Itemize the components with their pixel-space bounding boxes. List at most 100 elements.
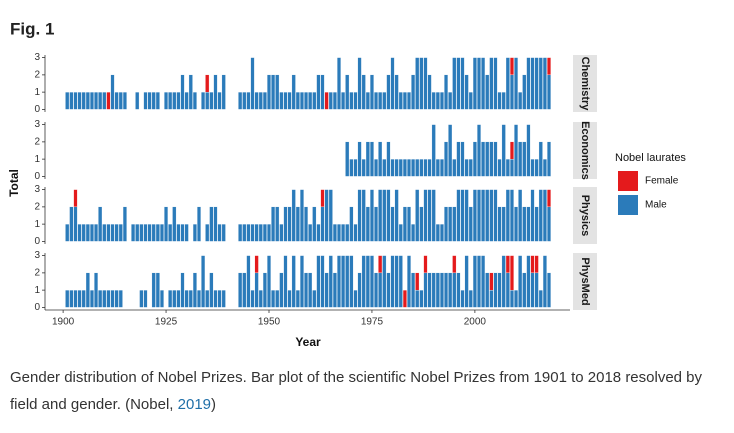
bar xyxy=(386,74,391,110)
bar xyxy=(460,57,465,110)
bar xyxy=(411,272,416,308)
bar xyxy=(81,91,86,110)
bar xyxy=(514,57,519,110)
bar xyxy=(444,141,449,177)
bar xyxy=(472,141,477,177)
bar xyxy=(493,57,498,110)
bar xyxy=(65,223,70,242)
bar xyxy=(530,158,535,177)
bar xyxy=(254,272,259,308)
bar xyxy=(419,206,424,242)
bar xyxy=(172,289,177,308)
bar xyxy=(505,57,510,110)
bar xyxy=(102,223,107,242)
citation-link[interactable]: 2019 xyxy=(177,396,212,413)
bar xyxy=(271,289,276,308)
bar xyxy=(493,189,498,242)
bar xyxy=(267,74,271,110)
bar xyxy=(394,158,399,177)
bar xyxy=(176,289,181,308)
bar xyxy=(415,57,420,110)
bar xyxy=(497,272,502,308)
x-tick-label: 1950 xyxy=(258,317,281,328)
bar xyxy=(69,206,74,242)
bar xyxy=(159,223,164,242)
bar xyxy=(382,255,387,308)
bar xyxy=(337,223,341,242)
bar xyxy=(283,255,288,308)
bar xyxy=(69,289,74,308)
bar xyxy=(324,272,329,308)
bar xyxy=(89,289,94,308)
bar xyxy=(419,289,424,308)
bar xyxy=(547,272,551,308)
bar xyxy=(217,289,222,308)
bar xyxy=(213,206,218,242)
facet-label: PhysMed xyxy=(579,257,591,305)
bar xyxy=(73,189,78,208)
bar xyxy=(271,74,276,110)
bar xyxy=(407,206,411,242)
bar xyxy=(118,223,123,242)
bar xyxy=(509,158,514,177)
bar xyxy=(337,57,341,110)
bar xyxy=(349,206,354,242)
bar xyxy=(468,289,473,308)
bar xyxy=(337,255,341,308)
bar xyxy=(382,158,387,177)
bar xyxy=(353,91,358,110)
bar xyxy=(386,189,391,242)
bar xyxy=(394,74,399,110)
bar xyxy=(485,141,490,177)
bar xyxy=(435,272,440,308)
bar xyxy=(188,289,193,308)
bar xyxy=(85,223,90,242)
bar xyxy=(246,91,251,110)
citation-close: ) xyxy=(211,396,217,413)
y-tick-label: 0 xyxy=(34,104,40,115)
bar xyxy=(472,189,477,242)
bar xyxy=(538,289,543,308)
bar xyxy=(341,223,346,242)
bar xyxy=(205,74,210,93)
bar xyxy=(427,74,432,110)
legend-label: Female xyxy=(645,176,679,187)
bar xyxy=(509,289,514,308)
bar xyxy=(192,223,197,242)
bar xyxy=(118,91,123,110)
bar xyxy=(407,255,411,308)
bar xyxy=(518,91,523,110)
bar xyxy=(250,223,255,242)
bar xyxy=(394,189,399,242)
bar xyxy=(139,289,144,308)
bar xyxy=(481,255,486,308)
bar xyxy=(485,272,490,308)
bar xyxy=(530,189,535,242)
bar xyxy=(386,141,391,177)
bar xyxy=(468,91,473,110)
bar xyxy=(485,189,490,242)
facet-strip xyxy=(573,55,597,112)
bar xyxy=(415,189,420,242)
bar xyxy=(423,272,428,308)
bar xyxy=(262,223,267,242)
bar xyxy=(538,141,543,177)
bar xyxy=(435,158,440,177)
bar xyxy=(213,74,218,110)
bar xyxy=(505,255,510,274)
bar xyxy=(192,91,197,110)
bar xyxy=(497,91,502,110)
bar xyxy=(448,124,453,177)
bar xyxy=(69,91,74,110)
facet-label: Physics xyxy=(579,195,591,237)
bar xyxy=(159,289,164,308)
bar xyxy=(291,255,296,308)
bar xyxy=(489,289,494,308)
bar xyxy=(407,91,411,110)
bar xyxy=(151,91,156,110)
bar xyxy=(497,206,502,242)
bar xyxy=(542,158,547,177)
bar xyxy=(526,206,531,242)
legend-swatch xyxy=(618,195,638,215)
bar xyxy=(102,289,107,308)
